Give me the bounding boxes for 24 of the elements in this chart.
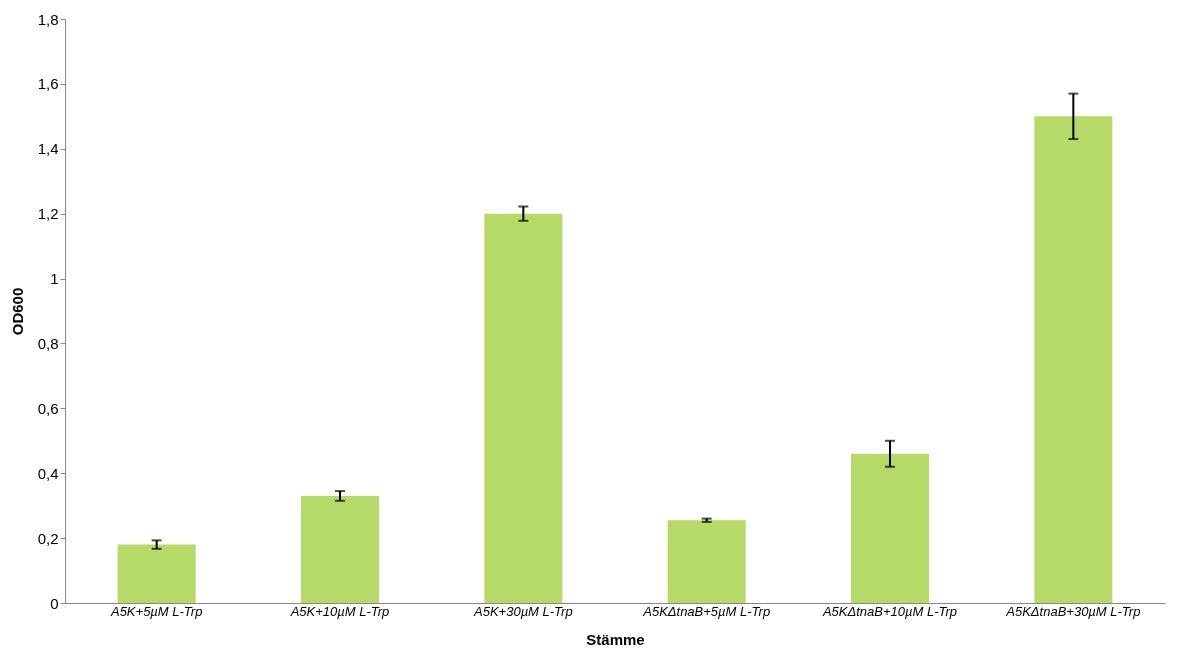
x-axis-title: Stämme	[586, 630, 645, 648]
x-tick-label: A5KΔtnaB+30µM L-Trp	[1005, 603, 1141, 619]
y-tick-label: 1	[50, 270, 59, 288]
x-tick-label: A5KΔtnaB+5µM L-Trp	[642, 603, 771, 619]
y-tick-label: 1,8	[37, 10, 59, 28]
bar	[1034, 116, 1113, 603]
y-tick-label: 1,4	[37, 140, 59, 158]
bar	[301, 495, 379, 603]
y-tick-label: 0,2	[37, 529, 59, 547]
bar	[117, 544, 196, 603]
x-tick-label: A5K+10µM L-Trp	[289, 603, 390, 619]
bar	[667, 520, 746, 603]
y-tick-label: 0,4	[37, 464, 59, 482]
y-axis-title: OD600	[8, 287, 26, 336]
x-tick-label: A5K+30µM L-Trp	[473, 603, 573, 619]
y-tick-label: 1,2	[37, 205, 59, 223]
bar	[484, 213, 563, 603]
y-tick-label: 0	[50, 594, 59, 612]
y-tick-label: 0,6	[37, 399, 59, 417]
y-tick-label: 1,6	[37, 75, 59, 93]
x-tick-label: A5KΔtnaB+10µM L-Trp	[821, 603, 958, 619]
y-tick-label: 0,8	[37, 334, 59, 352]
bar	[851, 453, 929, 603]
x-tick-label: A5K+5µM L-Trp	[109, 603, 203, 619]
